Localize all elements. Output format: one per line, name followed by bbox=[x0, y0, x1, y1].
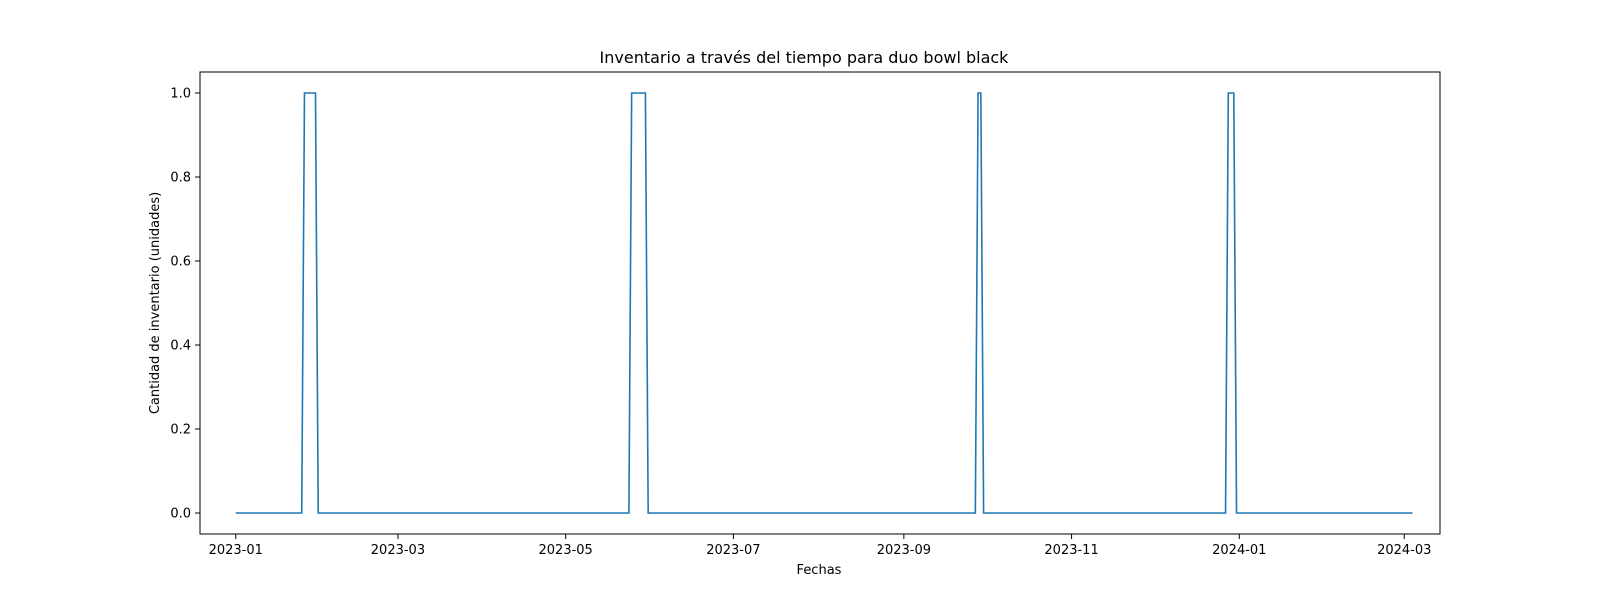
x-tick-label: 2024-01 bbox=[1212, 543, 1266, 558]
y-tick-label: 0.0 bbox=[170, 507, 191, 522]
series-line bbox=[235, 92, 1413, 514]
x-axis-label: Fechas bbox=[797, 563, 842, 578]
y-tick-label: 0.6 bbox=[170, 255, 191, 270]
x-tick-label: 2023-01 bbox=[209, 543, 263, 558]
x-tick-label: 2024-03 bbox=[1377, 543, 1431, 558]
x-tick-label: 2023-11 bbox=[1044, 543, 1098, 558]
y-tick-label: 0.2 bbox=[170, 423, 191, 438]
y-tick-label: 0.8 bbox=[170, 171, 191, 186]
y-tick-label: 0.4 bbox=[170, 339, 191, 354]
y-axis-label: Cantidad de inventario (unidades) bbox=[148, 192, 163, 414]
y-tick-label: 1.0 bbox=[170, 87, 191, 102]
x-tick-label: 2023-07 bbox=[706, 543, 760, 558]
y-axis: 0.0 0.2 0.4 0.6 0.8 1.0 bbox=[170, 87, 200, 522]
x-tick-label: 2023-03 bbox=[371, 543, 425, 558]
plot-frame bbox=[199, 71, 1441, 535]
x-tick-label: 2023-09 bbox=[877, 543, 931, 558]
chart-title: Inventario a través del tiempo para duo … bbox=[600, 48, 1010, 67]
x-tick-label: 2023-05 bbox=[539, 543, 593, 558]
x-axis: 2023-01 2023-03 2023-05 2023-07 2023-09 2023-… bbox=[209, 534, 1431, 558]
